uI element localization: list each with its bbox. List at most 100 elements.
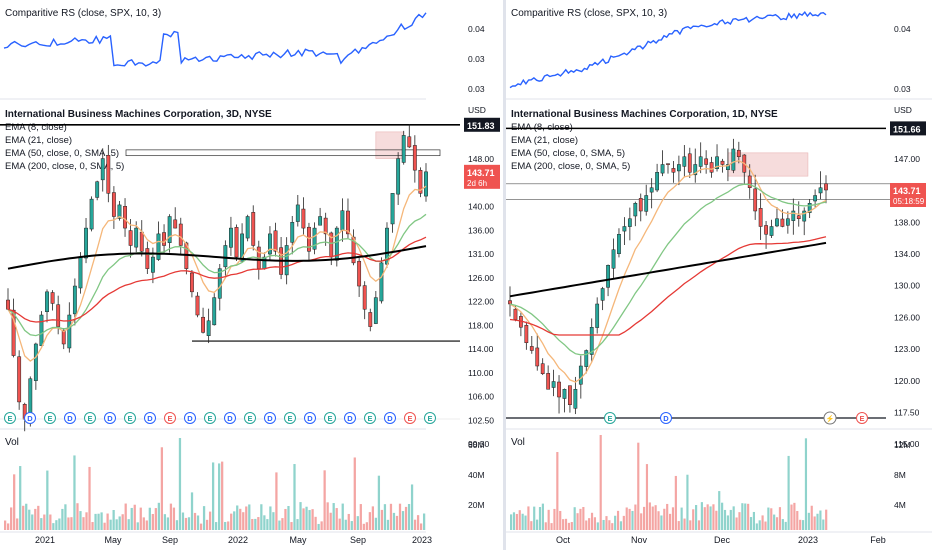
volume-bar — [73, 455, 76, 530]
candle-body — [524, 324, 529, 344]
volume-bar — [118, 516, 121, 530]
ema-21-line — [509, 183, 827, 356]
price-tick-label: 126.00 — [468, 273, 494, 283]
event-marker[interactable] — [856, 412, 868, 424]
event-marker[interactable] — [660, 412, 672, 424]
event-marker-dividend[interactable] — [104, 412, 116, 424]
candle-body — [508, 300, 512, 305]
candle-body — [595, 303, 600, 328]
time-tick-label: Sep — [162, 535, 178, 545]
volume-bar — [547, 509, 550, 530]
event-marker-earnings[interactable] — [284, 412, 296, 424]
candle-body — [775, 218, 779, 227]
candle-body — [693, 164, 698, 176]
volume-bar — [281, 518, 284, 530]
event-marker-text: E — [287, 414, 292, 423]
volume-bar — [395, 515, 399, 530]
event-marker-text: E — [47, 414, 52, 423]
event-marker-earnings[interactable] — [364, 412, 376, 424]
volume-bar — [651, 506, 654, 530]
rs-line — [3, 12, 427, 67]
volume-bar — [622, 515, 625, 530]
volume-bar — [302, 508, 305, 530]
volume-bar — [139, 507, 142, 530]
candle-body — [412, 145, 417, 171]
event-marker-dividend[interactable] — [64, 412, 76, 424]
volume-bar — [136, 522, 139, 530]
volume-bar — [695, 505, 698, 530]
event-marker-earnings[interactable] — [404, 412, 416, 424]
volume-bar — [239, 508, 242, 530]
volume-bar — [813, 516, 816, 530]
event-marker-dividend[interactable] — [144, 412, 156, 424]
main-chart-title: International Business Machines Corporat… — [511, 109, 778, 120]
event-marker-dividend[interactable] — [344, 412, 356, 424]
event-marker-dividend[interactable] — [304, 412, 316, 424]
event-marker-dividend[interactable] — [224, 412, 236, 424]
event-marker-earnings[interactable] — [244, 412, 256, 424]
volume-bar — [257, 517, 260, 530]
volume-bar — [16, 518, 19, 530]
volume-bar — [645, 464, 649, 530]
volume-bar — [631, 510, 634, 530]
event-marker-earnings[interactable] — [164, 412, 176, 424]
volume-bar — [590, 512, 594, 530]
candle-body — [373, 297, 378, 324]
event-marker-earnings[interactable] — [84, 412, 96, 424]
volume-bar — [31, 514, 34, 530]
volume-bar — [88, 466, 91, 530]
rs-line — [509, 10, 827, 89]
event-marker-dividend[interactable] — [24, 412, 36, 424]
time-tick-label: 2023 — [798, 535, 818, 545]
volume-bar — [410, 484, 414, 530]
last-price-badge[interactable] — [890, 182, 926, 207]
candle-body — [568, 385, 572, 406]
candle-body — [764, 225, 768, 235]
price-tick-label: 102.50 — [468, 415, 494, 425]
time-tick-label: 2021 — [35, 535, 55, 545]
event-marker-earnings[interactable] — [204, 412, 216, 424]
volume-bar — [305, 506, 308, 530]
volume-bar — [311, 509, 314, 530]
volume-bar — [55, 520, 58, 530]
event-marker-earnings[interactable] — [424, 412, 436, 424]
volume-bar — [341, 503, 344, 530]
price-tick-label: 99.50 — [468, 439, 490, 449]
volume-bar — [365, 522, 368, 530]
event-marker-dividend[interactable] — [184, 412, 196, 424]
volume-bar — [518, 510, 521, 530]
volume-bar — [227, 521, 230, 530]
volume-bar — [657, 511, 660, 530]
candle-body — [600, 288, 605, 301]
event-marker-earnings[interactable] — [44, 412, 56, 424]
volume-bar — [735, 517, 738, 530]
volume-bar — [573, 507, 576, 530]
volume-bar — [82, 517, 85, 530]
volume-bar — [576, 513, 579, 530]
candle-body — [189, 272, 194, 293]
volume-bars — [4, 438, 426, 530]
last-price-badge[interactable] — [464, 164, 500, 189]
event-marker-text: D — [663, 414, 669, 423]
rs-tick-label: 0.04 — [894, 24, 911, 34]
volume-bar — [787, 455, 790, 530]
volume-bar — [127, 519, 130, 530]
volume-bar — [184, 517, 188, 530]
candle-body — [611, 249, 616, 269]
volume-bar — [674, 475, 677, 530]
candle-body — [162, 232, 166, 246]
event-marker-dividend[interactable] — [384, 412, 396, 424]
candles — [508, 138, 828, 415]
currency-label: USD — [468, 105, 486, 115]
event-marker-earnings[interactable] — [124, 412, 136, 424]
event-marker-earnings[interactable] — [324, 412, 336, 424]
time-tick-label: 2022 — [228, 535, 248, 545]
currency-label: USD — [894, 105, 912, 115]
split-marker[interactable] — [823, 411, 837, 425]
event-marker-earnings[interactable] — [4, 412, 16, 424]
event-marker-dividend[interactable] — [264, 412, 276, 424]
candle-body — [145, 248, 150, 269]
event-marker[interactable] — [604, 412, 616, 424]
candle-body — [769, 226, 774, 236]
